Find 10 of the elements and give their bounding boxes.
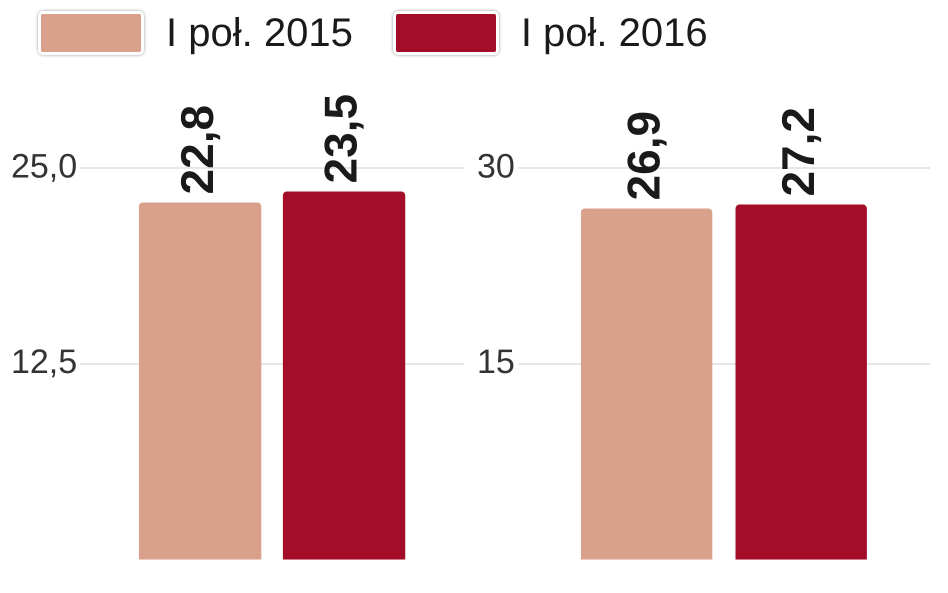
y-tick-label: 15 [476,343,515,382]
data-label: 27,2 [772,107,824,197]
legend-label: I poł. 2015 [166,10,353,56]
data-label: 23,5 [314,94,367,184]
data-label: 22,8 [170,104,223,194]
y-tick-label: 12,5 [10,343,78,382]
y-tick-label: 30 [476,147,515,186]
y-tick-label: 25,0 [10,147,78,186]
legend-label: I poł. 2016 [520,10,708,56]
data-label: 26,9 [617,110,670,200]
